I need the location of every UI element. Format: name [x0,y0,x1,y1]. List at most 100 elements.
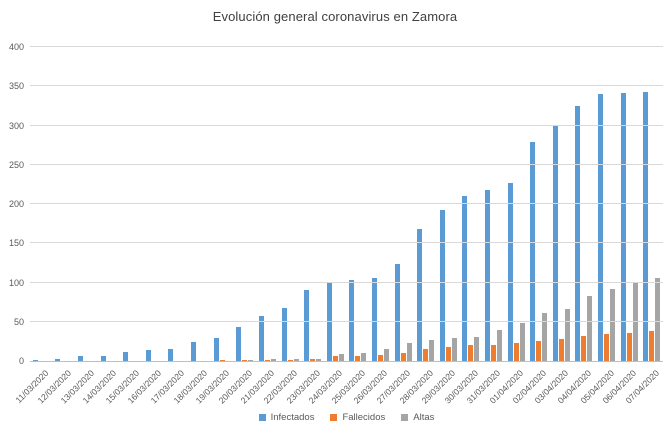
bar-fallecidos [264,360,270,361]
bar-infectados [417,229,423,361]
bar-group-18-03-2020: 18/03/2020 [171,47,211,405]
bar-infectados [304,290,310,361]
bar-fallecidos [445,346,451,361]
gridline-100 [30,281,663,283]
chart-title: Evolución general coronavirus en Zamora [212,9,458,24]
bar-infectados [168,349,174,361]
bar-infectados [394,263,400,361]
gridline-300 [30,124,663,126]
bar-fallecidos [219,360,225,361]
bar-altas [655,277,661,361]
bar-group-13-03-2020: 13/03/2020 [58,47,98,405]
y-axis-tick-label: 250 [8,159,24,170]
bar-infectados [55,358,61,361]
bar-infectados [123,352,129,361]
legend-swatch-icon [258,413,266,421]
bar-fallecidos [355,356,361,361]
bar-infectados [213,338,219,361]
bar-altas [361,353,367,361]
bar-altas [451,338,457,361]
bar-altas [338,353,344,361]
bar-group-25-03-2020: 25/03/2020 [329,47,370,405]
bar-altas [542,313,548,361]
gridline-250 [30,163,663,165]
gridline-50 [30,320,663,322]
bar-altas [496,329,502,361]
bar-fallecidos [377,354,383,361]
bar-altas [587,295,593,361]
bar-infectados [326,283,332,361]
bar-group-21-03-2020: 21/03/2020 [239,47,279,405]
bar-altas [316,358,322,361]
bar-group-02-04-2020: 02/04/2020 [510,47,550,405]
y-axis-tick-label: 350 [8,81,24,92]
bar-fallecidos [513,342,519,361]
legend-swatch-icon [401,413,409,421]
gridline-400 [30,46,663,47]
gridline-150 [30,242,663,244]
bar-group-05-04-2020: 05/04/2020 [578,47,618,405]
bar-group-20-03-2020: 20/03/2020 [216,47,256,405]
y-axis-tick-label: 50 [13,316,24,327]
bar-fallecidos [649,331,655,361]
bar-group-31-03-2020: 31/03/2020 [465,47,505,405]
bar-fallecidos [468,345,474,361]
bar-group-24-03-2020: 24/03/2020 [307,47,347,405]
bar-groups-container: 11/03/2020 12/03/2020 13/03/2020 14/03/2020… [13,47,663,405]
y-axis-tick-label: 300 [8,120,24,131]
gridline-350 [30,85,663,87]
bar-infectados [552,126,558,361]
gridline-200 [30,203,663,204]
bar-altas [474,336,480,361]
bar-infectados [349,280,355,361]
bar-group-17-03-2020: 17/03/2020 [149,47,189,405]
bar-infectados [575,105,581,361]
bar-infectados [191,342,197,361]
legend-swatch-icon [330,413,338,421]
bar-fallecidos [490,344,496,361]
bar-group-29-03-2020: 29/03/2020 [420,47,460,405]
legend-label: Infectados [270,411,315,423]
bar-group-19-03-2020: 19/03/2020 [194,47,234,405]
legend-label: Altas [413,411,435,423]
bar-infectados [100,355,106,361]
bar-fallecidos [626,332,632,361]
bar-group-15-03-2020: 15/03/2020 [103,47,143,405]
bar-altas [564,309,570,361]
bar-infectados [236,327,242,361]
legend-label: Fallecidos [342,411,386,423]
bar-group-22-03-2020: 22/03/2020 [262,47,302,405]
bar-group-06-04-2020: 06/04/2020 [601,47,641,405]
bar-fallecidos [242,360,248,361]
legend-item-fallecidos: Fallecidos [330,412,385,423]
y-axis-tick-label: 0 [18,356,24,366]
bar-group-28-03-2020: 28/03/2020 [397,47,437,405]
bar-group-01-04-2020: 01/04/2020 [488,47,528,405]
bar-group-04-04-2020: 04/04/2020 [556,47,596,405]
y-axis-tick-label: 200 [8,199,24,209]
bar-infectados [598,94,604,361]
bar-altas [270,359,276,361]
bar-infectados [462,196,468,361]
legend-item-altas: Altas [401,412,434,423]
bar-group-11-03-2020: 11/03/2020 [13,47,53,405]
y-axis-tick-label: 150 [8,238,24,249]
bar-altas [383,349,389,361]
bar-group-14-03-2020: 14/03/2020 [81,47,121,405]
bar-fallecidos [604,333,610,361]
bar-group-03-04-2020: 03/04/2020 [533,47,573,405]
bar-infectados [643,91,649,361]
bar-fallecidos [400,353,406,361]
bar-fallecidos [558,339,564,361]
bar-infectados [258,316,264,361]
bar-group-12-03-2020: 12/03/2020 [35,47,76,405]
bar-altas [519,322,525,361]
bar-infectados [32,360,38,361]
bar-group-16-03-2020: 16/03/2020 [126,47,166,405]
bar-group-26-03-2020: 26/03/2020 [352,47,392,405]
y-axis-tick-label: 100 [8,277,24,288]
bar-fallecidos [332,356,338,361]
bar-altas [293,359,299,361]
bar-group-30-03-2020: 30/03/2020 [442,47,483,405]
bar-altas [429,339,435,361]
